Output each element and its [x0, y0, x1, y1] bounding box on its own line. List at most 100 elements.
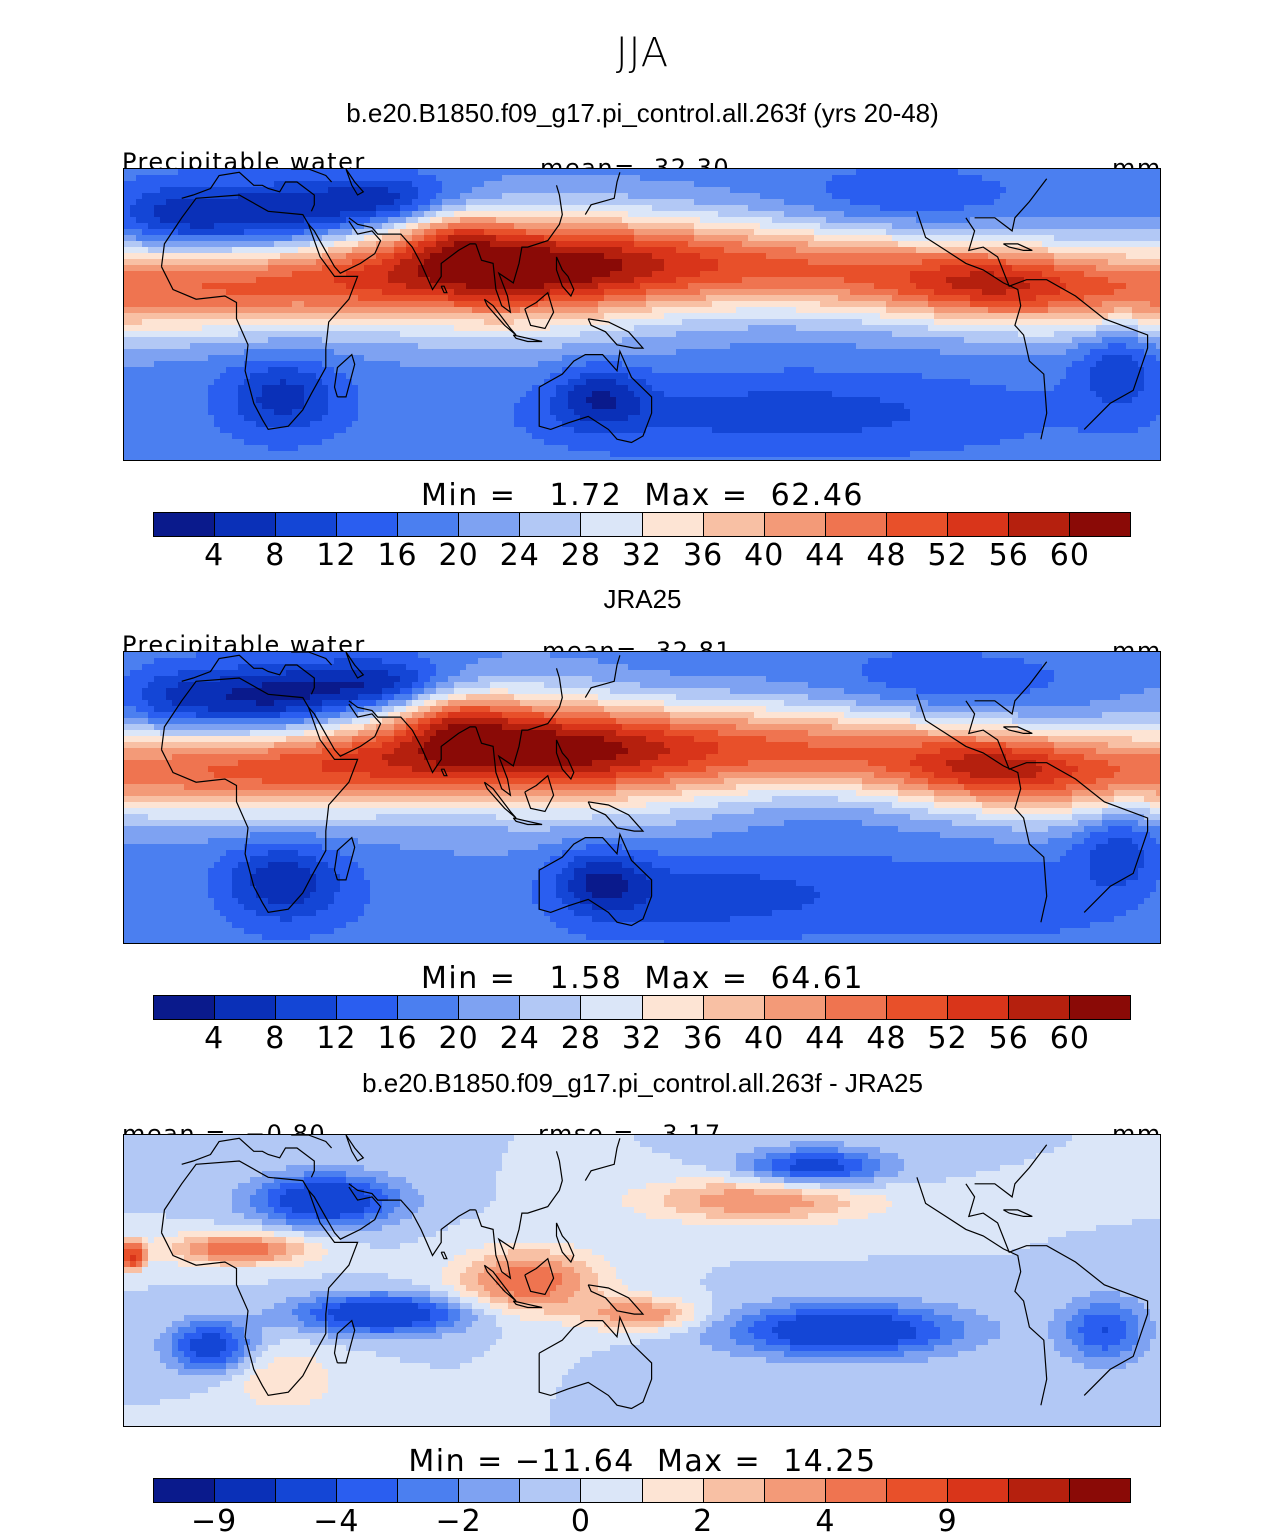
- colorbar-segment: [1008, 1479, 1070, 1502]
- colorbar-tick-label: 20: [439, 538, 479, 573]
- coastline: [483, 781, 517, 819]
- colorbar-segment: [520, 1479, 582, 1502]
- colorbar-tick-label: 60: [1050, 538, 1090, 573]
- coastline: [348, 217, 405, 238]
- colorbar-segment: [276, 996, 338, 1019]
- coastline: [475, 185, 563, 314]
- colorbar-segment: [947, 1479, 1009, 1502]
- coastline: [512, 1300, 543, 1309]
- colorbar-tick-label: 56: [989, 538, 1029, 573]
- coastline: [160, 194, 359, 431]
- panel-3-title: b.e20.B1850.f09_g17.pi_control.all.263f …: [0, 1068, 1285, 1099]
- colorbar-segment: [337, 1479, 399, 1502]
- coastline: [483, 1264, 517, 1302]
- coastline: [345, 1135, 365, 1162]
- panel-3-colorbar-ticks: −9 −4 −2 0 2 4 9: [153, 1504, 1131, 1540]
- panel-2-colorbar-ticks: 4 8 12 16 20 24 28 32 36 40 44 48 52 56 60: [153, 1021, 1131, 1057]
- colorbar-segment: [825, 1479, 887, 1502]
- colorbar-tick-label: −2: [436, 1504, 482, 1539]
- colorbar-tick-label: 32: [622, 1021, 662, 1056]
- colorbar-segment: [1069, 1479, 1130, 1502]
- colorbar-tick-label: 36: [683, 1021, 723, 1056]
- coastline: [524, 1257, 555, 1296]
- coastline: [512, 817, 543, 826]
- colorbar-segment: [703, 513, 765, 536]
- coastline: [181, 1137, 315, 1178]
- colorbar-segment: [459, 513, 521, 536]
- coastline: [440, 1251, 448, 1260]
- coastline: [181, 171, 315, 212]
- coastline: [555, 739, 575, 781]
- contour-field: [124, 169, 1160, 460]
- colorbar-tick-label: 60: [1050, 1021, 1090, 1056]
- colorbar-segment: [276, 1479, 338, 1502]
- coastline: [974, 1144, 1048, 1198]
- colorbar-segment: [1069, 996, 1130, 1019]
- panel-3-colorbar: [153, 1478, 1131, 1503]
- colorbar-tick-label: 24: [500, 538, 540, 573]
- colorbar-segment: [581, 996, 643, 1019]
- coastline: [333, 353, 356, 398]
- coastline: [965, 1183, 1149, 1396]
- colorbar-segment: [764, 1479, 826, 1502]
- colorbar-tick-label: 16: [377, 538, 417, 573]
- coastline: [1003, 726, 1033, 734]
- page-title: JJA: [0, 30, 1285, 76]
- colorbar-segment: [154, 513, 216, 536]
- coastline: [538, 349, 653, 444]
- colorbar-segment: [642, 996, 704, 1019]
- coastline: [584, 1138, 621, 1181]
- coastlines: [160, 169, 1149, 444]
- coastline: [348, 1183, 405, 1204]
- coastline: [348, 700, 405, 721]
- colorbar-segment: [581, 513, 643, 536]
- coastline: [160, 677, 359, 914]
- colorbar-tick-label: 4: [204, 538, 224, 573]
- colorbar-segment: [947, 513, 1009, 536]
- colorbar-segment: [764, 996, 826, 1019]
- coastline: [965, 700, 1149, 913]
- colorbar-segment: [1069, 513, 1130, 536]
- coastline: [524, 291, 555, 330]
- colorbar-tick-label: −9: [191, 1504, 237, 1539]
- colorbar-segment: [703, 1479, 765, 1502]
- colorbar-tick-label: 40: [744, 1021, 784, 1056]
- colorbar-segment: [154, 996, 216, 1019]
- coastline: [974, 178, 1048, 232]
- colorbar-tick-label: 8: [265, 538, 285, 573]
- coastline: [403, 237, 476, 291]
- colorbar-tick-label: 9: [938, 1504, 958, 1539]
- colorbar-tick-label: 16: [377, 1021, 417, 1056]
- coastline: [538, 1315, 653, 1410]
- colorbar-segment: [459, 996, 521, 1019]
- colorbar-segment: [398, 1479, 460, 1502]
- colorbar-tick-label: 2: [693, 1504, 713, 1539]
- panel-3-minmax: Min = −11.64 Max = 14.25: [0, 1444, 1285, 1479]
- coastline: [1003, 243, 1033, 251]
- coastline: [403, 1203, 476, 1257]
- coastline: [916, 694, 1048, 923]
- panel-2-minmax: Min = 1.58 Max = 64.61: [0, 961, 1285, 996]
- colorbar-segment: [703, 996, 765, 1019]
- colorbar-tick-label: 28: [561, 1021, 601, 1056]
- colorbar-segment: [886, 513, 948, 536]
- panel-2-map: [123, 651, 1161, 944]
- coastline: [308, 220, 382, 274]
- colorbar-tick-label: 20: [439, 1021, 479, 1056]
- coastlines: [160, 652, 1149, 927]
- coastline: [308, 1186, 382, 1240]
- colorbar-segment: [886, 996, 948, 1019]
- colorbar-segment: [398, 513, 460, 536]
- coastline: [584, 655, 621, 698]
- coastline: [440, 768, 448, 777]
- colorbar-tick-label: 4: [815, 1504, 835, 1539]
- colorbar-segment: [1008, 513, 1070, 536]
- coastline: [333, 1319, 356, 1364]
- colorbar-segment: [642, 1479, 704, 1502]
- colorbar-tick-label: 12: [316, 1021, 356, 1056]
- coastline: [587, 801, 645, 832]
- colorbar-tick-label: 48: [866, 1021, 906, 1056]
- colorbar-segment: [337, 996, 399, 1019]
- colorbar-tick-label: 0: [571, 1504, 591, 1539]
- colorbar-tick-label: −4: [313, 1504, 359, 1539]
